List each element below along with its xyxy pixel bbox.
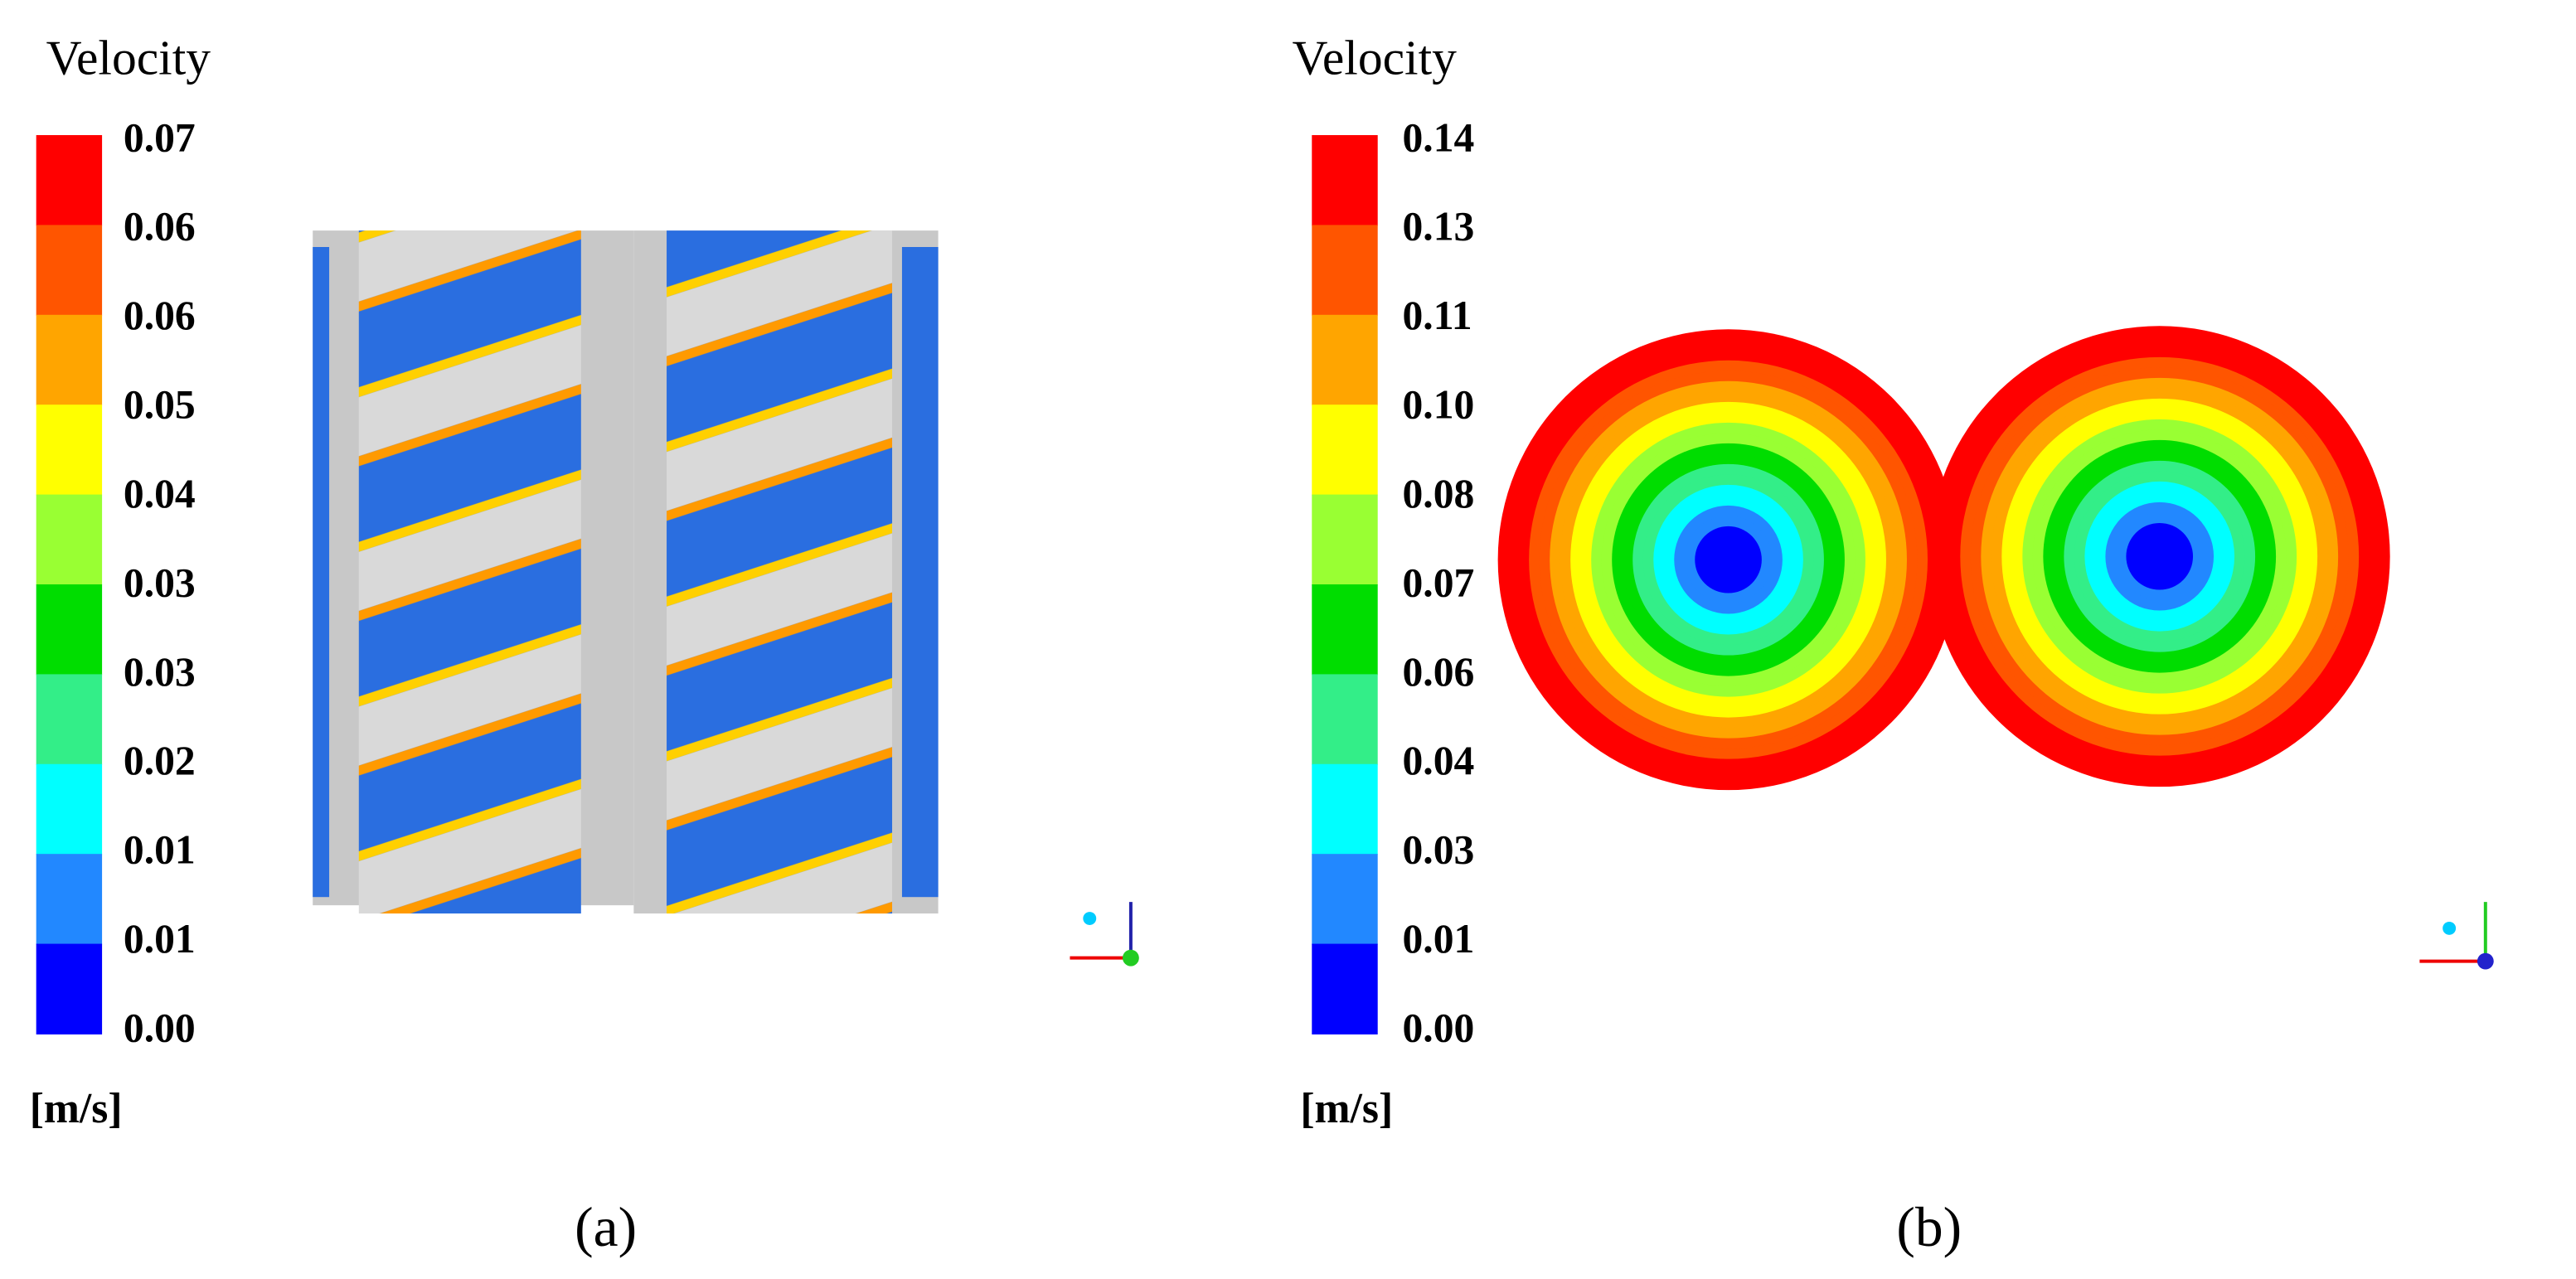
colorbar-label: 0.03	[124, 560, 196, 605]
colorbar-label: 0.04	[124, 471, 196, 516]
colorbar-band	[36, 943, 103, 1034]
colorbar-band	[1312, 225, 1378, 316]
colorbar-label: 0.06	[1402, 649, 1474, 695]
legend-unit: [m/s]	[1300, 1085, 1393, 1132]
colorbar-label: 0.10	[1402, 382, 1474, 428]
colorbar-band	[36, 405, 103, 496]
colorbar-label: 0.01	[124, 916, 196, 962]
colorbar-label: 0.03	[1402, 827, 1474, 873]
colorbar-band	[36, 225, 103, 316]
colorbar-label: 0.06	[124, 204, 196, 250]
colorbar-label: 0.05	[124, 382, 196, 428]
velocity-contour	[667, 230, 893, 914]
contour-ring	[1715, 546, 1741, 573]
legend-unit: [m/s]	[30, 1085, 123, 1132]
colorbar-band	[36, 584, 103, 676]
colorbar-label: 0.00	[1402, 1005, 1474, 1050]
colorbar-band	[1312, 763, 1378, 855]
colorbar-band	[1312, 135, 1378, 226]
panel-caption: (a)	[575, 1196, 637, 1258]
velocity-contour-circles	[1497, 326, 2390, 791]
colorbar-band	[36, 314, 103, 406]
colorbar-band	[1312, 943, 1378, 1034]
colorbar-label: 0.02	[124, 738, 196, 783]
colorbar-band	[1312, 584, 1378, 676]
colorbar-band	[1312, 494, 1378, 585]
colorbar-band	[36, 135, 103, 226]
colorbar-label: 0.07	[1402, 560, 1474, 605]
colorbar-band	[1312, 405, 1378, 496]
velocity-contour	[358, 230, 581, 914]
colorbar-label: 0.13	[1402, 204, 1474, 250]
colorbar-band	[1312, 674, 1378, 765]
velocity-contour	[313, 247, 330, 898]
axis-triad	[1070, 902, 2494, 970]
colorbar-label: 0.11	[1402, 293, 1472, 338]
colorbar-band	[36, 763, 103, 855]
legend-title: Velocity	[1292, 31, 1457, 85]
colorbar-label: 0.07	[124, 114, 196, 160]
colorbar-band	[1312, 314, 1378, 406]
panel-caption: (b)	[1896, 1196, 1962, 1258]
colorbar-label: 0.01	[124, 827, 196, 873]
colorbar-label: 0.00	[124, 1005, 196, 1050]
legend-title: Velocity	[46, 31, 211, 85]
velocity-contour	[901, 247, 939, 898]
colorbar-band	[36, 674, 103, 765]
colorbar-label: 0.04	[1402, 738, 1474, 783]
colorbar-band	[36, 494, 103, 585]
colorbar-label: 0.08	[1402, 471, 1474, 516]
screw-model	[313, 230, 939, 914]
colorbar-label: 0.06	[124, 293, 196, 338]
colorbar-label: 0.01	[1402, 916, 1474, 962]
colorbar-band	[1312, 854, 1378, 945]
contour-ring	[2147, 543, 2173, 569]
colorbar-label: 0.14	[1402, 114, 1474, 160]
colorbar-label: 0.03	[124, 649, 196, 695]
colorbar-band	[36, 854, 103, 945]
